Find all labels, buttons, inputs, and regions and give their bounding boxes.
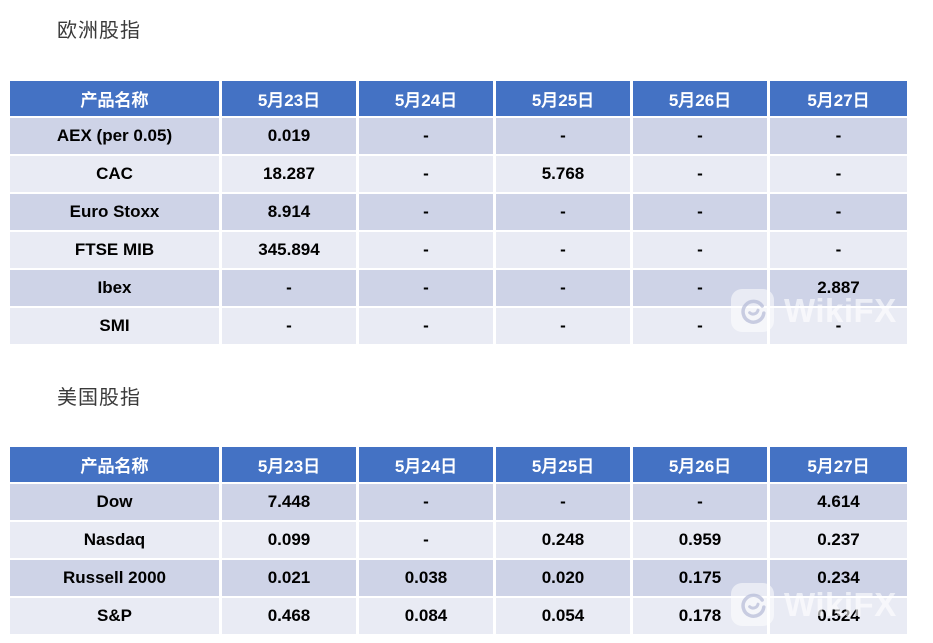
value-cell: - [222,308,359,346]
value-cell: - [359,232,496,270]
value-cell: - [496,118,633,156]
value-cell: - [633,308,770,346]
table-row: FTSE MIB 345.894- - - - [10,232,907,270]
value-cell: - [496,484,633,522]
column-header-date: 5月23日 [222,81,359,118]
column-header-date: 5月26日 [633,81,770,118]
value-cell: 0.248 [496,522,633,560]
column-header-date: 5月27日 [770,81,907,118]
table-row: Nasdaq 0.099-0.248 0.959 0.237 [10,522,907,560]
value-cell: - [359,156,496,194]
europe-index-table: 产品名称 5月23日 5月24日 5月25日 5月26日 5月27日 AEX (per 0… [10,81,907,346]
value-cell: 0.468 [222,598,359,636]
value-cell: 0.020 [496,560,633,598]
product-name-cell: Russell 2000 [10,560,222,598]
value-cell: - [222,270,359,308]
product-name-cell: Euro Stoxx [10,194,222,232]
column-header-date: 5月27日 [770,447,907,484]
value-cell: - [633,194,770,232]
product-name-cell: Dow [10,484,222,522]
product-name-cell: CAC [10,156,222,194]
column-header-product-name: 产品名称 [10,81,222,118]
product-name-cell: Ibex [10,270,222,308]
data-table: 产品名称 5月23日 5月24日 5月25日 5月26日 5月27日 Dow 7.448- -… [10,447,907,636]
value-cell: 0.175 [633,560,770,598]
value-cell: 18.287 [222,156,359,194]
value-cell: - [359,270,496,308]
table-row: CAC 18.287-5.768- - [10,156,907,194]
table-header-row: 产品名称 5月23日 5月24日 5月25日 5月26日 5月27日 [10,81,907,118]
product-name-cell: FTSE MIB [10,232,222,270]
column-header-product-name: 产品名称 [10,447,222,484]
product-name-cell: AEX (per 0.05) [10,118,222,156]
value-cell: - [770,308,907,346]
value-cell: 0.054 [496,598,633,636]
table-row: Ibex - - - -2.887 [10,270,907,308]
section-title-europe: 欧洲股指 [57,20,141,42]
value-cell: - [633,484,770,522]
value-cell: 0.019 [222,118,359,156]
value-cell: - [633,156,770,194]
value-cell: 0.021 [222,560,359,598]
data-table: 产品名称 5月23日 5月24日 5月25日 5月26日 5月27日 AEX (per 0… [10,81,907,346]
value-cell: - [359,118,496,156]
value-cell: - [359,484,496,522]
section-title-us: 美国股指 [57,387,141,409]
value-cell: 0.178 [633,598,770,636]
value-cell: 4.614 [770,484,907,522]
column-header-date: 5月26日 [633,447,770,484]
value-cell: 0.524 [770,598,907,636]
value-cell: - [770,232,907,270]
us-index-table: 产品名称 5月23日 5月24日 5月25日 5月26日 5月27日 Dow 7.448- -… [10,447,907,636]
table-row: Euro Stoxx 8.914- - - - [10,194,907,232]
value-cell: 2.887 [770,270,907,308]
value-cell: 0.038 [359,560,496,598]
value-cell: 0.237 [770,522,907,560]
value-cell: - [359,522,496,560]
table-row: Dow 7.448- - -4.614 [10,484,907,522]
value-cell: - [770,118,907,156]
table-row: SMI - - - - - [10,308,907,346]
value-cell: - [496,232,633,270]
value-cell: - [496,308,633,346]
column-header-date: 5月25日 [496,447,633,484]
value-cell: 8.914 [222,194,359,232]
value-cell: 0.099 [222,522,359,560]
value-cell: 345.894 [222,232,359,270]
product-name-cell: SMI [10,308,222,346]
column-header-date: 5月23日 [222,447,359,484]
table-row: S&P 0.468 0.084 0.054 0.178 0.524 [10,598,907,636]
value-cell: 5.768 [496,156,633,194]
table-row: AEX (per 0.05) 0.019- - - - [10,118,907,156]
product-name-cell: Nasdaq [10,522,222,560]
value-cell: - [633,232,770,270]
value-cell: - [633,118,770,156]
value-cell: - [496,270,633,308]
value-cell: - [496,194,633,232]
product-name-cell: S&P [10,598,222,636]
table-header-row: 产品名称 5月23日 5月24日 5月25日 5月26日 5月27日 [10,447,907,484]
value-cell: 0.959 [633,522,770,560]
column-header-date: 5月24日 [359,81,496,118]
value-cell: - [770,156,907,194]
value-cell: 0.234 [770,560,907,598]
column-header-date: 5月24日 [359,447,496,484]
column-header-date: 5月25日 [496,81,633,118]
value-cell: - [359,308,496,346]
value-cell: - [770,194,907,232]
value-cell: 7.448 [222,484,359,522]
value-cell: - [633,270,770,308]
value-cell: - [359,194,496,232]
value-cell: 0.084 [359,598,496,636]
table-row: Russell 2000 0.021 0.038 0.020 0.175 0.234 [10,560,907,598]
